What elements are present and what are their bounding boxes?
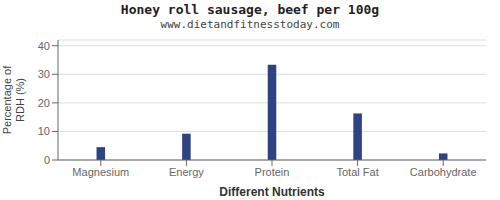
svg-text:10: 10 [38, 125, 50, 137]
svg-text:Different Nutrients: Different Nutrients [219, 185, 325, 199]
svg-text:20: 20 [38, 97, 50, 109]
svg-text:Magnesium: Magnesium [72, 166, 129, 178]
svg-text:0: 0 [44, 154, 50, 166]
html-text:www.dietandfitnesstoday.com: www.dietandfitnesstoday.com [160, 18, 340, 31]
svg-text:40: 40 [38, 40, 50, 52]
html-text:Honey roll sausage, beef per 1: Honey roll sausage, beef per 100g [120, 2, 380, 17]
svg-text:Energy: Energy [169, 166, 204, 178]
svg-text:Percentage ofRDH (%): Percentage ofRDH (%) [8, 65, 26, 134]
svg-text:30: 30 [38, 68, 50, 80]
svg-text:Carbohydrate: Carbohydrate [410, 166, 477, 178]
svg-text:Total Fat: Total Fat [337, 166, 379, 178]
svg-text:Protein: Protein [255, 166, 290, 178]
